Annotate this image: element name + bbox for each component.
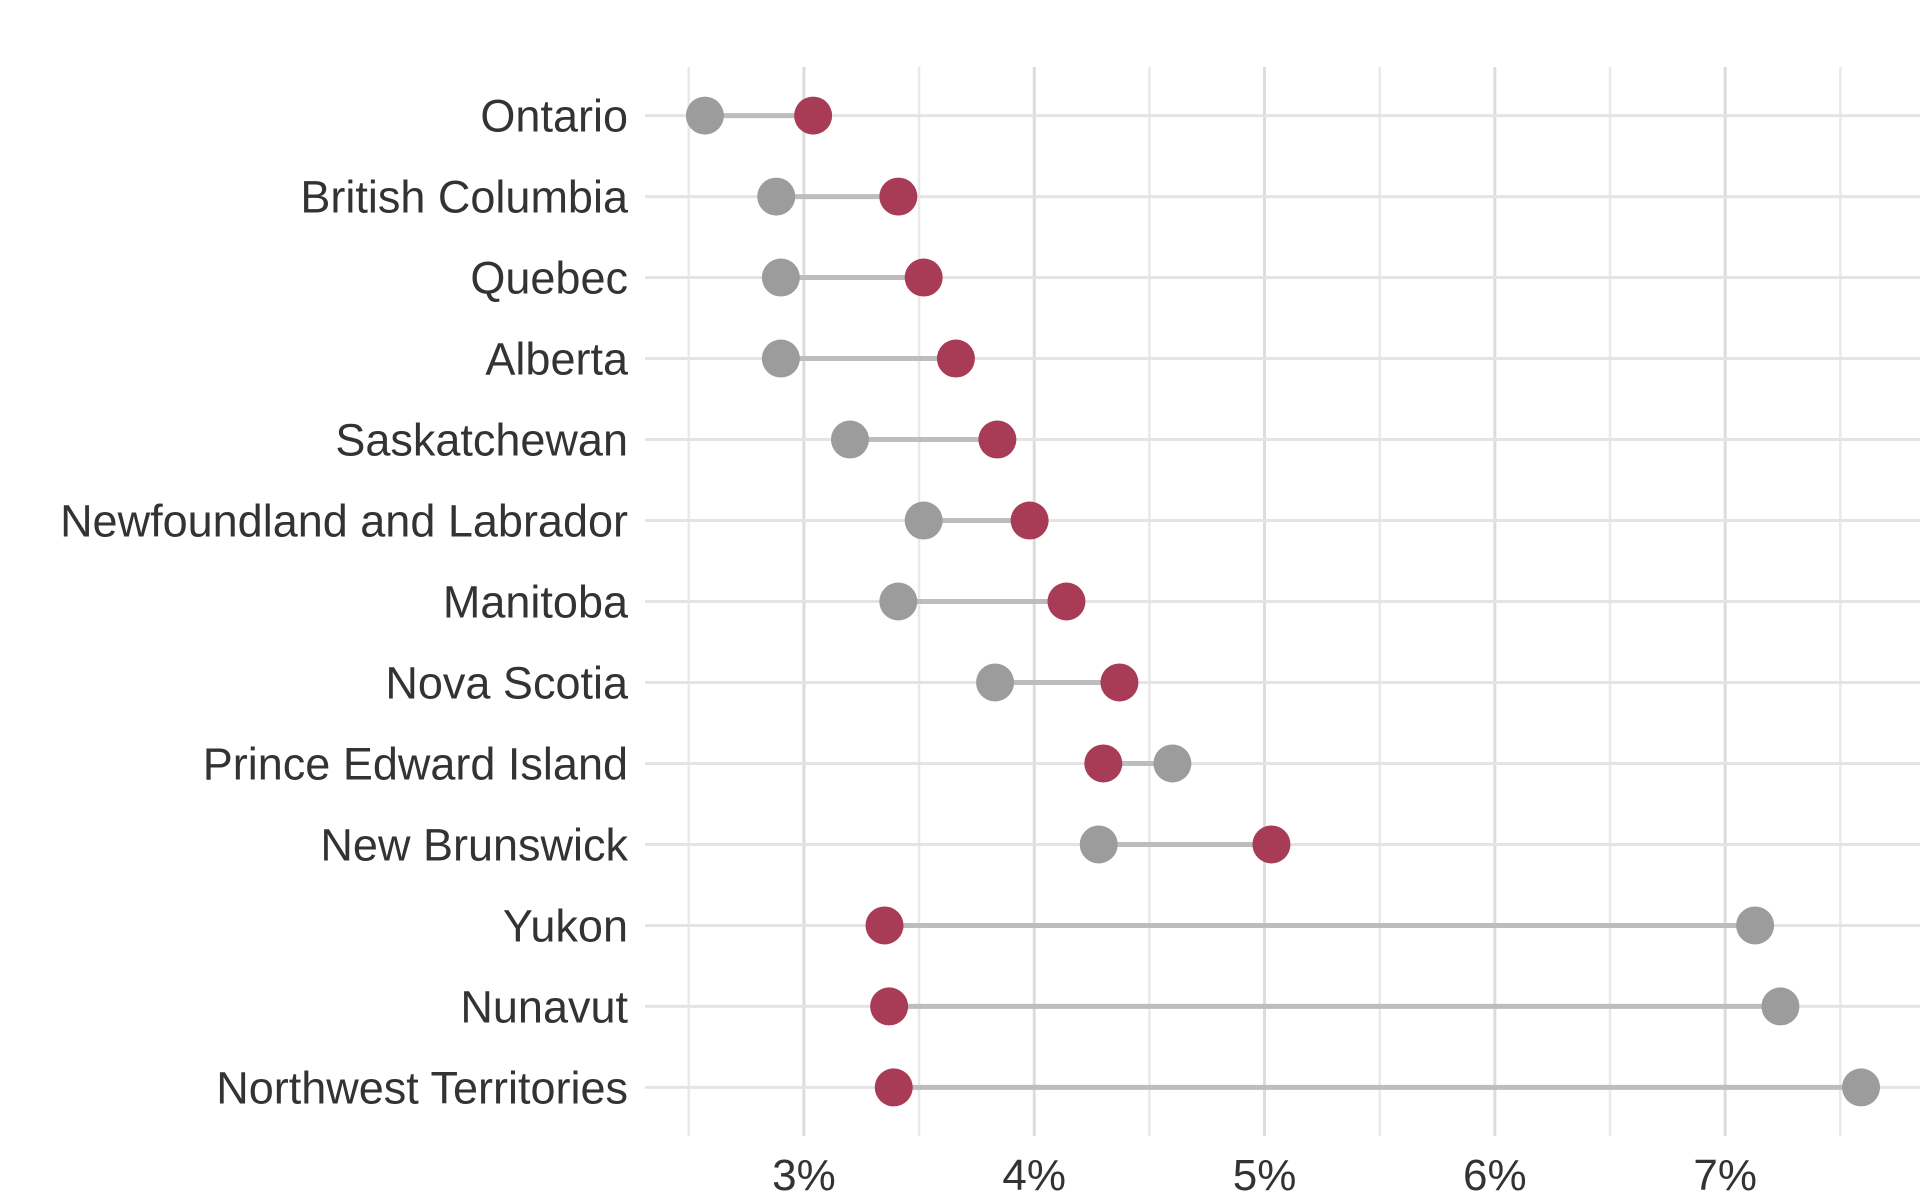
gray-dot (1842, 1068, 1881, 1107)
crimson-dot (874, 1068, 913, 1107)
crimson-dot (1100, 663, 1139, 702)
crimson-dot (794, 96, 833, 135)
crimson-dot (936, 339, 975, 378)
x-axis-tick-label: 3% (772, 1151, 836, 1200)
gray-dot (761, 339, 800, 378)
category-label: New Brunswick (320, 819, 628, 870)
crimson-dot (1084, 744, 1123, 783)
gray-dot (1153, 744, 1192, 783)
category-label: Saskatchewan (335, 415, 628, 466)
category-label: British Columbia (300, 172, 629, 223)
category-label: Quebec (470, 253, 628, 304)
category-label: Nunavut (460, 981, 628, 1032)
gray-dot (1079, 825, 1118, 864)
category-label: Nova Scotia (385, 657, 629, 708)
gray-dot (685, 96, 724, 135)
gray-dot (904, 501, 943, 540)
category-label: Ontario (480, 91, 628, 142)
category-label: Yukon (503, 900, 628, 951)
gray-dot (1761, 987, 1800, 1026)
gray-dot (879, 582, 918, 621)
category-label: Alberta (485, 334, 629, 385)
crimson-dot (1047, 582, 1086, 621)
category-label: Prince Edward Island (203, 738, 628, 789)
category-label: Manitoba (443, 577, 629, 628)
gray-dot (976, 663, 1015, 702)
gray-dot (1736, 906, 1775, 945)
crimson-dot (978, 420, 1017, 459)
crimson-dot (1252, 825, 1291, 864)
x-axis-tick-label: 5% (1233, 1151, 1297, 1200)
crimson-dot (870, 987, 909, 1026)
gray-dot (830, 420, 869, 459)
crimson-dot (879, 177, 918, 216)
gray-dot (761, 258, 800, 297)
x-axis-tick-label: 7% (1693, 1151, 1757, 1200)
category-label: Northwest Territories (216, 1062, 628, 1113)
x-axis-tick-label: 4% (1002, 1151, 1066, 1200)
gray-dot (757, 177, 796, 216)
crimson-dot (1010, 501, 1049, 540)
crimson-dot (865, 906, 904, 945)
category-label: Newfoundland and Labrador (60, 496, 628, 547)
x-axis-tick-label: 6% (1463, 1151, 1527, 1200)
crimson-dot (904, 258, 943, 297)
